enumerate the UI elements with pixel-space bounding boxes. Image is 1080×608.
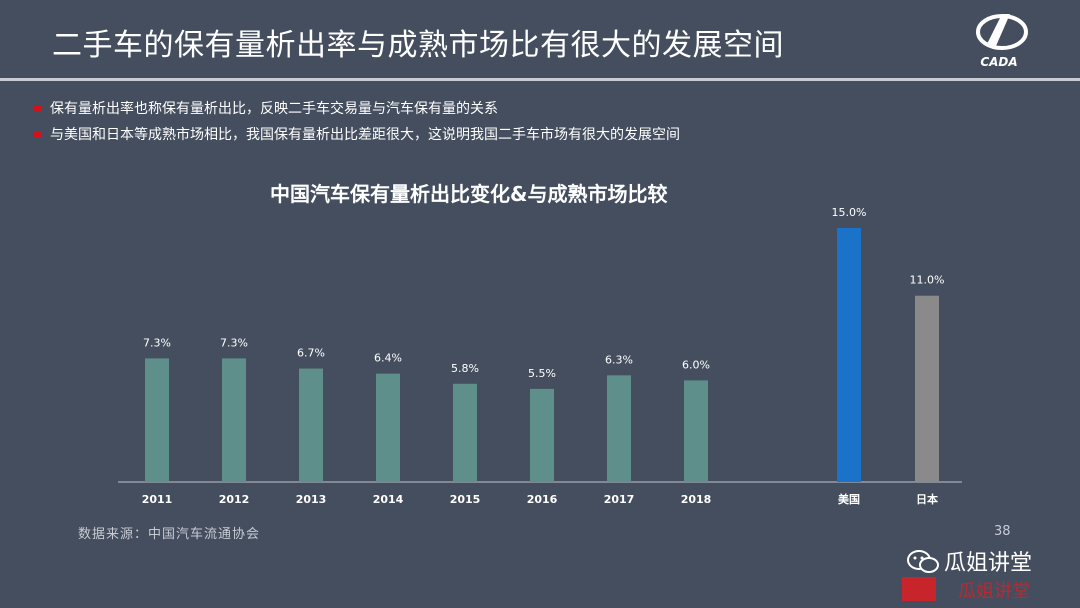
x-tick-label: 2012	[219, 493, 250, 506]
data-label: 6.3%	[605, 353, 633, 366]
data-label: 6.7%	[297, 347, 325, 360]
bullet-item: 保有量析出率也称保有量析出比，反映二手车交易量与汽车保有量的关系	[34, 95, 680, 121]
data-label: 5.8%	[451, 362, 479, 375]
cada-logo-icon: CADA	[976, 14, 1028, 69]
x-tick-label: 2018	[681, 493, 712, 506]
x-tick-label: 美国	[838, 492, 860, 506]
x-tick-label: 2013	[296, 493, 327, 506]
logo-text: CADA	[980, 55, 1017, 69]
data-label: 6.4%	[374, 352, 402, 365]
bar-2011	[145, 358, 169, 482]
chart-title: 中国汽车保有量析出比变化&与成熟市场比较	[270, 182, 668, 206]
bar-2017	[607, 375, 631, 482]
data-label: 7.3%	[143, 336, 171, 349]
watermark: 瓜姐讲堂 瓜姐讲堂	[902, 543, 1072, 603]
bar-2015	[453, 383, 477, 482]
watermark-seal-icon	[902, 577, 936, 601]
bar-2018	[684, 380, 708, 482]
bullet-text: 保有量析出率也称保有量析出比，反映二手车交易量与汽车保有量的关系	[50, 101, 498, 117]
x-tick-label: 2017	[604, 493, 635, 506]
bar-2013	[299, 368, 323, 482]
data-label: 11.0%	[910, 274, 945, 287]
data-label: 15.0%	[832, 206, 867, 219]
x-tick-label: 2011	[142, 493, 173, 506]
x-tick-label: 2014	[373, 493, 404, 506]
bar-2012	[222, 358, 246, 482]
wechat-icon	[907, 550, 939, 573]
bar-2014	[376, 373, 400, 482]
watermark-seal-text: 瓜姐讲堂	[958, 581, 1030, 602]
page-number: 38	[994, 524, 1011, 539]
bar-日本	[915, 295, 939, 482]
x-tick-label: 2016	[527, 493, 558, 506]
title-divider	[0, 78, 1080, 81]
slide-title: 二手车的保有量析出率与成熟市场比有很大的发展空间	[52, 28, 784, 63]
x-tick-label: 2015	[450, 493, 481, 506]
bar-美国	[837, 228, 861, 482]
bullet-list: 保有量析出率也称保有量析出比，反映二手车交易量与汽车保有量的关系 与美国和日本等…	[34, 95, 680, 147]
bar-2016	[530, 388, 554, 482]
x-tick-label: 日本	[916, 492, 938, 506]
bullet-text: 与美国和日本等成熟市场相比，我国保有量析出比差距很大，这说明我国二手车市场有很大…	[50, 127, 680, 143]
data-label: 5.5%	[528, 367, 556, 380]
data-label: 6.0%	[682, 358, 710, 371]
bullet-marker-icon	[34, 130, 41, 138]
bullet-item: 与美国和日本等成熟市场相比，我国保有量析出比差距很大，这说明我国二手车市场有很大…	[34, 121, 680, 147]
data-label: 7.3%	[220, 336, 248, 349]
data-source: 数据来源：中国汽车流通协会	[78, 527, 261, 542]
watermark-text: 瓜姐讲堂	[944, 551, 1033, 576]
bullet-marker-icon	[34, 104, 41, 112]
